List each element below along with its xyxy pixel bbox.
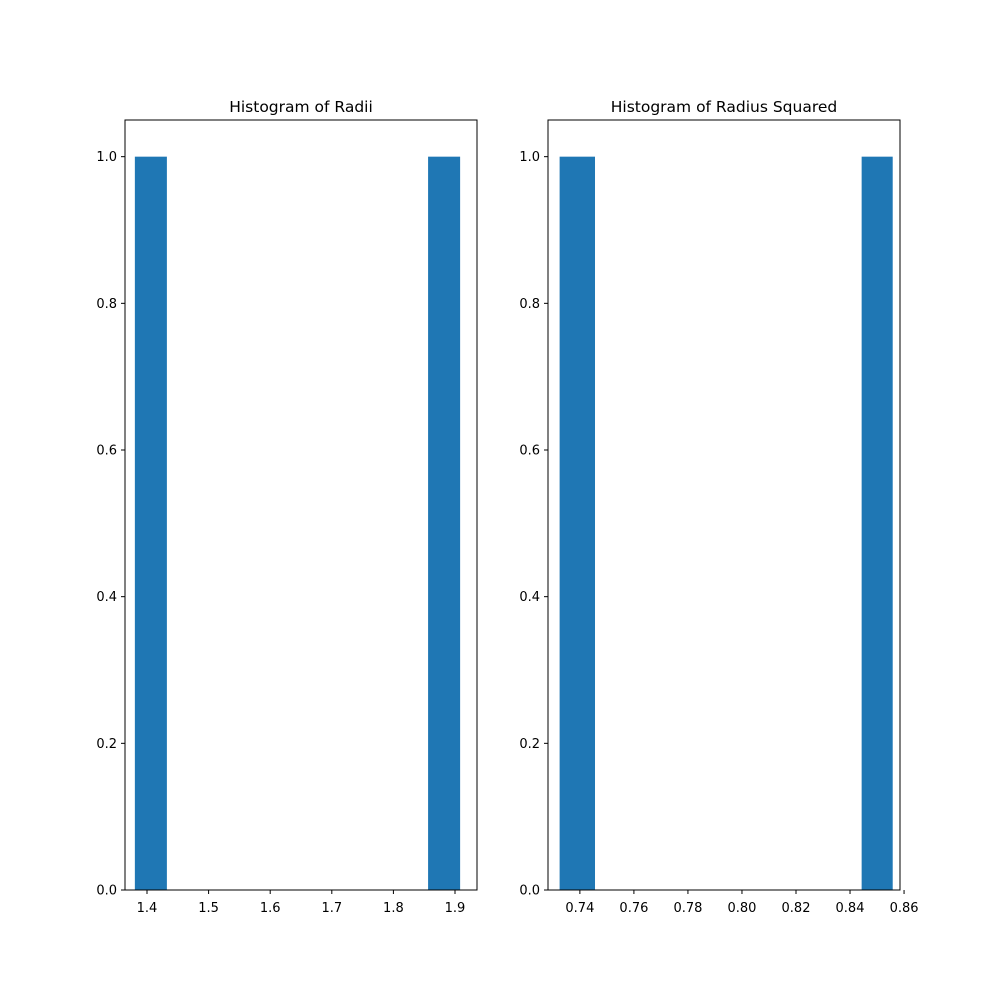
- y-axis-ticks: 0.0 0.2 0.4 0.6 0.8 1.0: [519, 150, 548, 899]
- histogram-bar: [428, 156, 461, 890]
- x-tick-label: 1.6: [260, 901, 281, 916]
- x-tick-label: 0.80: [727, 901, 756, 916]
- x-tick-label: 0.76: [619, 901, 648, 916]
- x-tick-label: 0.82: [782, 901, 811, 916]
- x-tick-label: 1.7: [321, 901, 342, 916]
- histogram-bar: [134, 156, 167, 890]
- axes-frame: [124, 119, 478, 891]
- chart-title-radii: Histogram of Radii: [229, 98, 373, 116]
- x-tick-label: 1.9: [445, 901, 466, 916]
- bars-group: [134, 156, 461, 890]
- y-tick-label: 0.6: [519, 444, 540, 459]
- x-tick-label: 1.8: [383, 901, 404, 916]
- x-tick-label: 0.86: [890, 901, 919, 916]
- axes-frame: [547, 119, 901, 891]
- y-tick-label: 0.0: [519, 884, 540, 899]
- x-tick-label: 0.78: [673, 901, 702, 916]
- y-tick-label: 0.2: [96, 737, 117, 752]
- histogram-bar: [861, 156, 893, 890]
- y-tick-label: 0.4: [519, 590, 540, 605]
- histogram-bar: [559, 156, 596, 890]
- y-tick-label: 1.0: [519, 150, 540, 165]
- y-tick-label: 1.0: [96, 150, 117, 165]
- histogram-radius-squared-panel: Histogram of Radius Squared 0.74 0.76 0.78…: [519, 98, 918, 916]
- x-axis-ticks: 0.74 0.76 0.78 0.80 0.82 0.84 0.86: [565, 890, 919, 916]
- y-axis-ticks: 0.0 0.2 0.4 0.6 0.8 1.0: [96, 150, 125, 899]
- x-tick-label: 1.4: [137, 901, 158, 916]
- y-tick-label: 0.8: [96, 297, 117, 312]
- x-tick-label: 1.5: [198, 901, 219, 916]
- x-axis-ticks: 1.4 1.5 1.6 1.7 1.8 1.9: [137, 890, 466, 916]
- chart-title-radius-squared: Histogram of Radius Squared: [611, 98, 838, 116]
- y-tick-label: 0.6: [96, 444, 117, 459]
- y-tick-label: 0.4: [96, 590, 117, 605]
- y-tick-label: 0.8: [519, 297, 540, 312]
- y-tick-label: 0.2: [519, 737, 540, 752]
- x-tick-label: 0.74: [565, 901, 594, 916]
- histogram-radii-panel: Histogram of Radii 1.4 1.5 1.6 1.7 1.8 1.9 0.…: [96, 98, 478, 916]
- bars-group: [559, 156, 893, 890]
- y-tick-label: 0.0: [96, 884, 117, 899]
- x-tick-label: 0.84: [836, 901, 865, 916]
